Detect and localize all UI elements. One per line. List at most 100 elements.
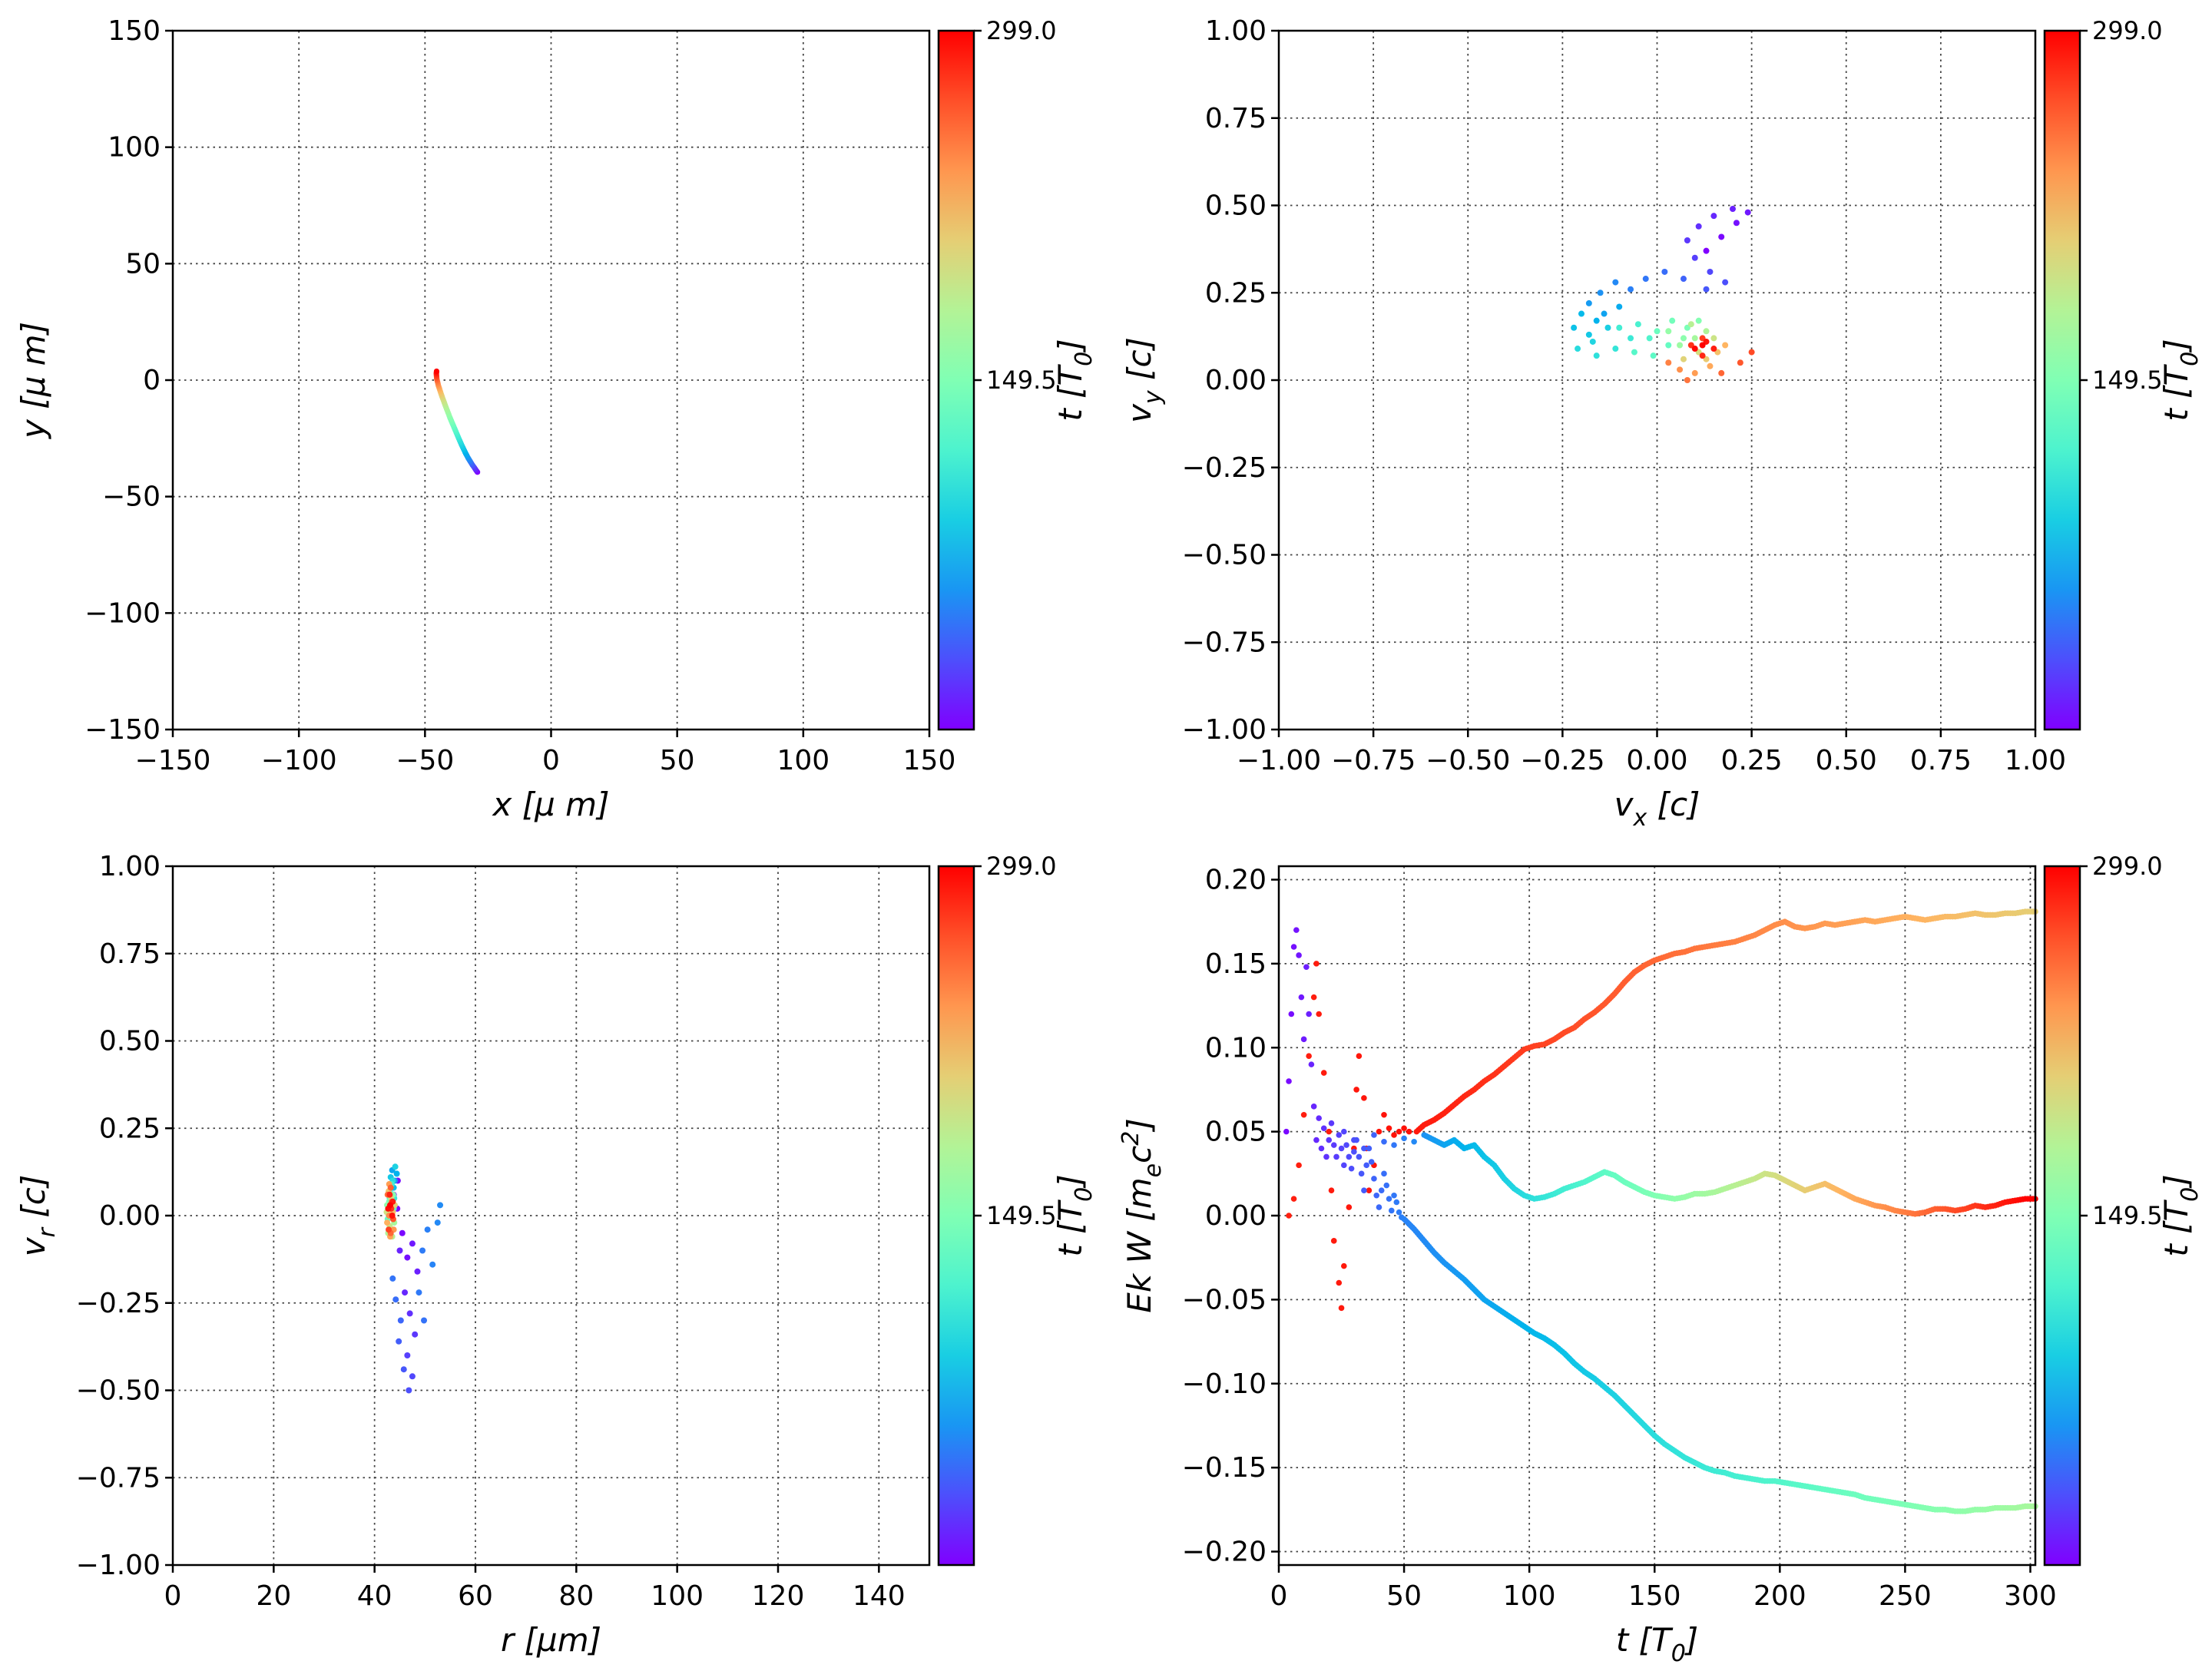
y-tick-label: −1.00 — [1182, 714, 1267, 746]
grid-lines — [1279, 31, 2035, 730]
colorbar — [2043, 29, 2081, 731]
y-tick-label: −150 — [84, 714, 161, 746]
x-tick-label: 250 — [1879, 1580, 1932, 1612]
y-tick-label: 150 — [108, 15, 161, 47]
x-tick-label: −100 — [261, 745, 337, 776]
tick-labels: −1.00 −0.75 −0.50 −0.25 0.00 0.25 0.50 0.75 1.00… — [1182, 15, 2066, 776]
y-tick-label: 1.00 — [1205, 15, 1267, 47]
y-axis-label: Ek W [mec2] — [1118, 1118, 1167, 1312]
y-tick-label: −0.75 — [1182, 627, 1267, 658]
y-tick-label: 0.05 — [1205, 1117, 1267, 1148]
x-tick-label: 50 — [1386, 1580, 1422, 1612]
colorbar-tick-label: 149.5 — [986, 366, 1057, 395]
y-tick-label: 0.00 — [1205, 1200, 1267, 1232]
colorbar-tick-label: 299.0 — [986, 852, 1057, 881]
tick-marks — [165, 865, 880, 1573]
x-tick-label: 1.00 — [2005, 745, 2066, 776]
position-space-plot: −150 −100 −50 0 50 100 150 −150 −100 −50 0 50 100 150… — [15, 15, 1098, 823]
x-axis-label: t [T0] — [1616, 1621, 1698, 1667]
colorbar-tick-label: 299.0 — [2092, 16, 2163, 45]
y-tick-label: 0.10 — [1205, 1032, 1267, 1064]
x-tick-label: −0.25 — [1520, 745, 1604, 776]
x-tick-label: 0 — [542, 745, 560, 776]
colorbar-tick-label: 149.5 — [986, 1201, 1057, 1230]
x-tick-label: −0.50 — [1426, 745, 1510, 776]
y-tick-label: −100 — [84, 597, 161, 629]
x-axis-label: vx [c] — [1614, 786, 1700, 832]
y-tick-label: −0.20 — [1182, 1537, 1267, 1568]
tick-marks — [1271, 879, 2032, 1573]
y-tick-label: 0.50 — [99, 1026, 161, 1057]
colorbar-tick-label: 149.5 — [2092, 1201, 2163, 1230]
y-tick-label: 0.25 — [1205, 277, 1267, 309]
tick-labels: −150 −100 −50 0 50 100 150 −150 −100 −50 0 50 100 150 — [84, 15, 955, 776]
x-tick-label: 20 — [256, 1580, 291, 1612]
x-tick-label: 80 — [558, 1580, 594, 1612]
grid-lines — [1279, 866, 2035, 1565]
y-tick-label: −0.25 — [1182, 452, 1267, 484]
y-tick-label: 0.00 — [1205, 365, 1267, 396]
x-tick-label: −150 — [135, 745, 211, 776]
y-tick-label: −0.50 — [1182, 540, 1267, 571]
y-tick-label: −0.05 — [1182, 1284, 1267, 1315]
axes-spine — [1277, 865, 2037, 1567]
y-axis-label: y [μ m] — [15, 322, 52, 440]
colorbar-tick-label: 299.0 — [986, 16, 1057, 45]
tick-labels: 0 50 100 150 200 250 300 −0.20 −0.15 −0.10 −0.05 0.… — [1182, 865, 2057, 1613]
colorbar-label: t [T0] — [2157, 1174, 2204, 1256]
colorbar-tick-label: 299.0 — [2092, 852, 2163, 881]
tick-labels: 0 20 40 60 80 100 120 140 −1.00 −0.75 −0.50 −0.25 0.… — [76, 851, 906, 1612]
y-tick-label: 0.75 — [1205, 103, 1267, 134]
y-tick-label: −1.00 — [76, 1550, 161, 1581]
x-tick-label: 200 — [1753, 1580, 1806, 1612]
velocity-space-plot: −1.00 −0.75 −0.50 −0.25 0.00 0.25 0.50 0.75 1.00… — [1121, 15, 2204, 832]
x-tick-label: 0.50 — [1816, 745, 1877, 776]
grid-lines — [173, 31, 929, 730]
y-tick-label: −0.25 — [76, 1288, 161, 1319]
x-tick-label: 60 — [458, 1580, 493, 1612]
y-tick-label: 0.75 — [99, 938, 161, 970]
colorbar-label: t [T0] — [1051, 339, 1098, 421]
colorbar — [2043, 865, 2081, 1567]
x-tick-label: −0.75 — [1331, 745, 1416, 776]
x-tick-label: 150 — [1628, 1580, 1681, 1612]
x-tick-label: 140 — [853, 1580, 906, 1612]
y-axis-label: vy [c] — [1121, 337, 1167, 423]
x-axis-label: r [μm] — [501, 1621, 601, 1659]
y-tick-label: 50 — [125, 248, 161, 280]
tick-marks — [165, 29, 931, 737]
x-axis-label: x [μ m] — [492, 786, 610, 823]
colorbar — [937, 865, 975, 1567]
subplot-velocity-space: −1.00 −0.75 −0.50 −0.25 0.00 0.25 0.50 0.75 1.00… — [1106, 0, 2212, 836]
colorbar-tick-label: 149.5 — [2092, 366, 2163, 395]
y-tick-label: 0.15 — [1205, 948, 1267, 980]
colorbar-label: t [T0] — [1051, 1174, 1098, 1256]
energy-history-plot: 0 50 100 150 200 250 300 −0.20 −0.15 −0.10 −0.05 0.… — [1118, 852, 2204, 1667]
x-tick-label: 100 — [1503, 1580, 1556, 1612]
x-tick-label: 0 — [1270, 1580, 1288, 1612]
y-tick-label: −0.75 — [76, 1462, 161, 1494]
colorbar-label: t [T0] — [2157, 339, 2204, 421]
subplot-position-space: −150 −100 −50 0 50 100 150 −150 −100 −50 0 50 100 150… — [0, 0, 1106, 836]
y-tick-label: 1.00 — [99, 851, 161, 882]
y-tick-label: 0.00 — [99, 1200, 161, 1232]
y-tick-label: −50 — [102, 481, 161, 513]
y-tick-label: −0.50 — [76, 1375, 161, 1407]
x-tick-label: 100 — [651, 1580, 704, 1612]
x-tick-label: 50 — [660, 745, 695, 776]
y-tick-label: 0.20 — [1205, 865, 1267, 896]
y-tick-label: 0.50 — [1205, 190, 1267, 222]
subplot-energy-history: 0 50 100 150 200 250 300 −0.20 −0.15 −0.10 −0.05 0.… — [1106, 836, 2212, 1671]
y-axis-label: vr [c] — [15, 1175, 61, 1256]
x-tick-label: 0.75 — [1910, 745, 1972, 776]
x-tick-label: 100 — [777, 745, 830, 776]
x-tick-label: 0 — [164, 1580, 182, 1612]
y-tick-label: −0.15 — [1182, 1452, 1267, 1484]
subplot-radial-phase-space: 0 20 40 60 80 100 120 140 −1.00 −0.75 −0.50 −0.25 0.… — [0, 836, 1106, 1671]
data-points — [1571, 206, 1755, 383]
x-tick-label: 120 — [752, 1580, 805, 1612]
y-tick-label: 0 — [143, 365, 161, 396]
x-tick-label: 150 — [903, 745, 956, 776]
x-tick-label: 0.25 — [1721, 745, 1783, 776]
